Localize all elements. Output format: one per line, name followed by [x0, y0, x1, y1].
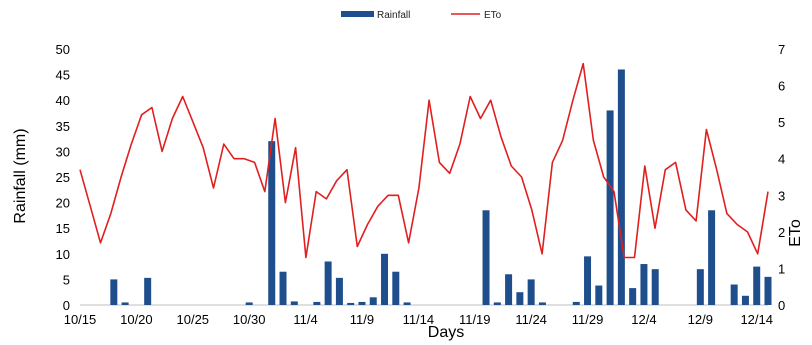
y-right-tick-label: 5 — [778, 115, 785, 130]
x-tick-label: 11/24 — [515, 312, 547, 327]
x-tick-label: 11/29 — [572, 312, 604, 327]
x-tick-label: 10/15 — [64, 312, 97, 327]
rainfall-bar — [369, 297, 377, 305]
rainfall-bar — [538, 302, 546, 305]
rainfall-bar — [640, 264, 648, 305]
y-left-tick-label: 10 — [56, 247, 70, 262]
y-left-tick-label: 30 — [56, 144, 70, 159]
eto-line — [79, 62, 769, 259]
y-right-tick-label: 1 — [778, 261, 785, 276]
x-ticks: 10/15 10/20 10/25 10/30 11/4 11/9 11/14 11/19 11… — [64, 312, 773, 327]
x-tick-label: 10/25 — [177, 312, 210, 327]
x-tick-label: 11/9 — [350, 312, 374, 327]
y-right-tick-label: 3 — [778, 188, 785, 203]
y-right-tick-label: 6 — [778, 79, 785, 94]
rainfall-bar — [392, 271, 400, 305]
x-tick-label: 12/4 — [631, 312, 656, 327]
y-left-ticks: 0 5 10 15 20 25 30 35 40 45 50 — [56, 42, 70, 313]
y-left-tick-label: 50 — [56, 42, 70, 57]
rainfall-bar — [347, 302, 355, 305]
y-left-tick-label: 45 — [56, 68, 70, 83]
rainfall-bar — [110, 279, 118, 305]
x-tick-label: 11/19 — [459, 312, 491, 327]
rainfall-bars — [110, 69, 772, 305]
rainfall-bar — [606, 110, 614, 305]
rainfall-bar — [313, 301, 321, 305]
rainfall-bar — [516, 292, 524, 305]
legend-swatch-rainfall — [341, 11, 374, 17]
rainfall-bar — [279, 271, 287, 305]
rainfall-bar — [245, 302, 253, 305]
rainfall-bar — [741, 295, 749, 305]
x-tick-label: 11/4 — [293, 312, 317, 327]
y-right-ticks: 0 1 2 3 4 5 6 7 — [778, 42, 785, 313]
rainfall-bar — [358, 301, 366, 305]
y-right-tick-label: 0 — [778, 298, 785, 313]
rainfall-bar — [268, 141, 276, 305]
rainfall-bar — [505, 274, 513, 305]
rainfall-bar — [121, 302, 129, 305]
rainfall-bar — [144, 277, 152, 305]
y-right-tick-label: 4 — [778, 152, 785, 167]
y-left-tick-label: 40 — [56, 93, 70, 108]
rainfall-bar — [764, 276, 772, 305]
rainfall-bar — [696, 269, 704, 305]
y-right-axis-title: ETo — [787, 219, 804, 247]
rainfall-bar — [595, 285, 603, 305]
x-tick-label: 12/14 — [740, 312, 773, 327]
rainfall-bar — [527, 279, 535, 305]
rainfall-bar — [335, 277, 343, 305]
rainfall-bar — [403, 302, 411, 305]
y-left-tick-label: 15 — [56, 221, 70, 236]
rainfall-bar — [493, 302, 501, 305]
x-tick-label: 11/14 — [403, 312, 435, 327]
rainfall-bar — [753, 266, 761, 305]
y-right-tick-label: 2 — [778, 225, 785, 240]
rainfall-bar — [708, 210, 716, 305]
legend: Rainfall ETo — [341, 10, 502, 21]
rainfall-bar — [584, 256, 592, 305]
y-left-tick-label: 5 — [63, 272, 70, 287]
y-left-axis-title: Rainfall (mm) — [12, 128, 29, 223]
legend-label-eto: ETo — [484, 10, 502, 21]
rainfall-bar — [617, 69, 625, 305]
y-left-tick-label: 35 — [56, 119, 70, 134]
y-left-tick-label: 20 — [56, 196, 70, 211]
x-tick-label: 10/20 — [120, 312, 153, 327]
x-tick-label: 12/9 — [688, 312, 713, 327]
y-left-tick-label: 0 — [63, 298, 70, 313]
rainfall-bar — [651, 269, 659, 305]
y-left-tick-label: 25 — [56, 170, 70, 185]
rainfall-bar — [572, 301, 580, 305]
rainfall-bar — [381, 253, 389, 305]
y-right-tick-label: 7 — [778, 42, 785, 57]
rainfall-bar — [324, 261, 332, 305]
x-tick-label: 10/30 — [233, 312, 266, 327]
rainfall-bar — [730, 284, 738, 305]
rainfall-bar — [482, 210, 490, 305]
x-axis-title: Days — [428, 324, 464, 341]
legend-label-rainfall: Rainfall — [377, 10, 410, 21]
rainfall-bar — [629, 288, 637, 305]
rainfall-bar — [290, 301, 298, 305]
